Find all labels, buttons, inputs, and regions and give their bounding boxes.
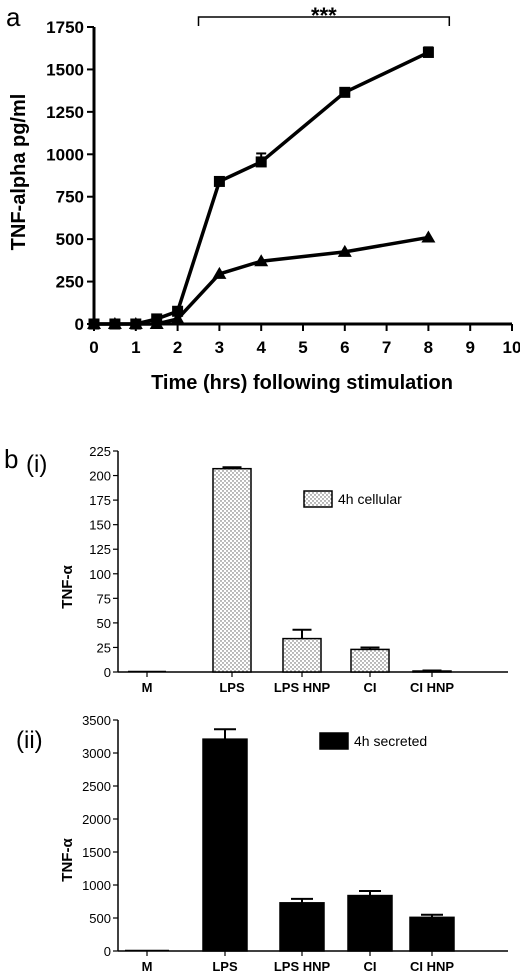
- y-tick-label: 25: [97, 640, 111, 655]
- y-tick-label: 500: [89, 911, 111, 926]
- y-tick-label: 2500: [82, 779, 111, 794]
- x-tick-label: 2: [173, 338, 182, 357]
- bar: [347, 894, 393, 952]
- bar: [282, 637, 322, 673]
- data-point-square: [255, 156, 267, 168]
- x-tick-label: 3: [215, 338, 224, 357]
- bar: [212, 467, 252, 673]
- y-tick-label: 75: [97, 591, 111, 606]
- panel-label-a: a: [6, 2, 21, 32]
- y-tick-label: 0: [104, 665, 111, 680]
- x-tick-label: 1: [131, 338, 140, 357]
- y-tick-label: 150: [89, 518, 111, 533]
- x-tick-label: 10: [503, 338, 520, 357]
- x-tick-label: M: [142, 680, 153, 695]
- x-tick-label: LPS: [212, 959, 238, 974]
- x-tick-label: CI HNP: [410, 959, 454, 974]
- y-tick-label: 0: [75, 315, 84, 334]
- line-chart-y-axis-label: TNF-alpha pg/ml: [8, 94, 30, 251]
- x-tick-label: CI HNP: [410, 680, 454, 695]
- significance-stars: ***: [311, 3, 337, 28]
- y-tick-label: 750: [56, 188, 84, 207]
- bar: [350, 648, 390, 673]
- bar-chart-ii-y-axis-label: TNF-α: [59, 838, 76, 882]
- x-tick-label: LPS: [219, 680, 245, 695]
- y-tick-label: 200: [89, 469, 111, 484]
- y-tick-label: 50: [97, 616, 111, 631]
- y-tick-label: 100: [89, 567, 111, 582]
- x-tick-label: CI: [364, 959, 377, 974]
- data-point-triangle: [87, 317, 101, 329]
- bar-chart-cellular: 0 25 50 75 100 125 150 175 200 225 M LPS LPS HNP CI CI…: [89, 444, 508, 695]
- series-line-triangle: [94, 235, 429, 326]
- data-point-triangle: [149, 317, 164, 329]
- data-point-square: [422, 46, 434, 58]
- y-tick-label: 1500: [82, 845, 111, 860]
- x-tick-label: M: [142, 959, 153, 974]
- subpanel-label-ii: (ii): [16, 727, 43, 754]
- legend-label: 4h secreted: [354, 733, 427, 749]
- x-tick-label: CI: [364, 680, 377, 695]
- bar-chart-secreted: 0 500 1000 1500 2000 2500 3000 3500 M LPS LPS HNP C…: [82, 713, 508, 974]
- bar: [202, 738, 248, 952]
- subpanel-label-i: (i): [26, 451, 47, 478]
- x-tick-label: 5: [298, 338, 307, 357]
- bar-chart-i-y-axis-label: TNF-α: [59, 565, 76, 609]
- x-tick-label: 7: [382, 338, 391, 357]
- line-chart: 0 250 500 750 1000 1250 1500 1750 0 1 2 3 4 5 6 7 8 9 10: [46, 16, 520, 357]
- y-tick-label: 1000: [82, 878, 111, 893]
- x-tick-label: LPS HNP: [274, 680, 331, 695]
- legend-label: 4h cellular: [338, 491, 402, 507]
- data-point-triangle: [107, 317, 122, 329]
- data-point-triangle: [421, 230, 436, 243]
- y-tick-label: 175: [89, 493, 111, 508]
- y-tick-label: 1750: [46, 18, 84, 37]
- y-tick-label: 2000: [82, 812, 111, 827]
- x-tick-label: 0: [89, 338, 98, 357]
- data-point-square: [172, 305, 184, 317]
- y-tick-label: 1500: [46, 60, 84, 79]
- y-tick-label: 1250: [46, 103, 84, 122]
- bar: [409, 916, 455, 952]
- series-line-square: [94, 50, 430, 326]
- y-tick-label: 125: [89, 542, 111, 557]
- y-tick-label: 3500: [82, 713, 111, 728]
- data-point-triangle: [337, 244, 352, 257]
- legend-swatch: [303, 490, 333, 508]
- data-point-square: [339, 86, 351, 98]
- bar: [279, 902, 325, 952]
- y-tick-label: 0: [104, 944, 111, 959]
- y-tick-label: 500: [56, 230, 84, 249]
- legend-swatch: [319, 732, 349, 750]
- data-point-triangle: [212, 266, 227, 279]
- data-point-triangle: [128, 317, 143, 329]
- y-tick-label: 1000: [46, 145, 84, 164]
- data-point-triangle: [170, 311, 185, 324]
- line-chart-x-axis-label: Time (hrs) following stimulation: [151, 372, 453, 394]
- x-tick-label: 9: [465, 338, 474, 357]
- x-tick-label: 8: [424, 338, 433, 357]
- data-point-triangle: [254, 254, 269, 267]
- significance-bracket: [197, 16, 451, 26]
- y-tick-label: 3000: [82, 746, 111, 761]
- panel-label-b: b: [4, 444, 18, 474]
- x-tick-label: LPS HNP: [274, 959, 331, 974]
- y-tick-label: 225: [89, 444, 111, 459]
- y-tick-label: 250: [56, 273, 84, 292]
- data-point-square: [213, 175, 225, 187]
- x-tick-label: 6: [340, 338, 349, 357]
- x-tick-label: 4: [256, 338, 266, 357]
